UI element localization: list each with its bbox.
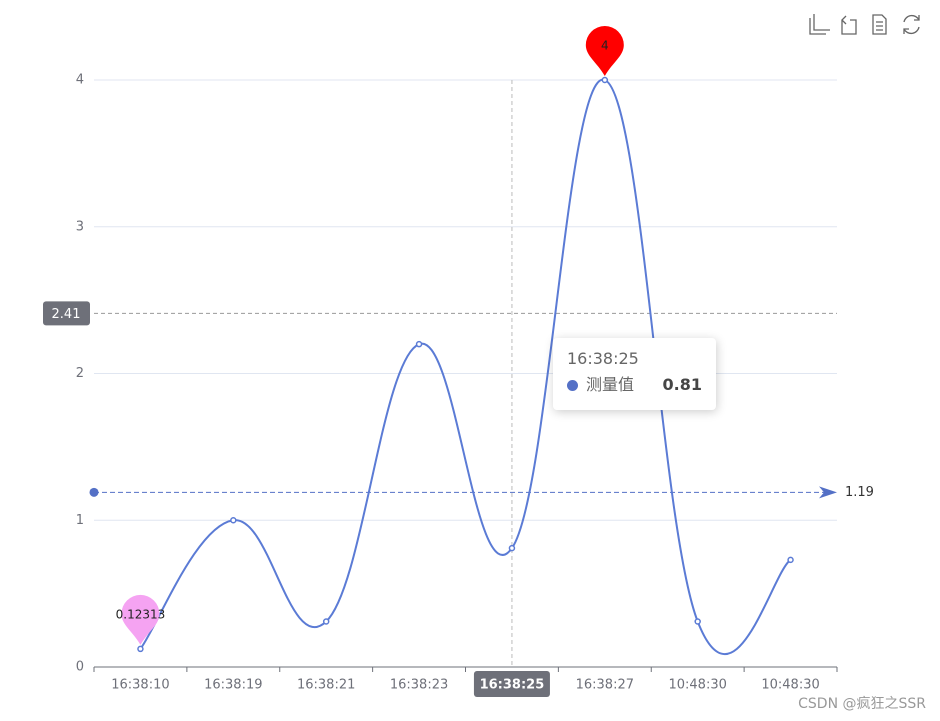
- average-arrow: [819, 486, 837, 499]
- tooltip: 16:38:25 测量值 0.81: [553, 338, 716, 410]
- line: [139, 78, 792, 656]
- average-label: 1.19: [845, 485, 874, 500]
- max-marker: [585, 26, 624, 76]
- x-tick-label: 16:38:25: [480, 678, 545, 693]
- zoom-icon[interactable]: [809, 14, 830, 35]
- watermark: CSDN @疯狂之SSR: [798, 696, 926, 712]
- x-tick-label: 16:38:19: [204, 678, 262, 693]
- point: [322, 618, 330, 625]
- point: [508, 544, 516, 552]
- y-tick-label: 3: [76, 219, 84, 234]
- min-marker: [121, 594, 160, 645]
- x-tick-label: 16:38:10: [111, 678, 169, 693]
- tooltip-value: 0.81: [662, 375, 702, 394]
- axis-pointer-y-label: 2.41: [52, 307, 81, 322]
- restore-icon[interactable]: [903, 14, 920, 35]
- axis-pointer-y-box: [43, 301, 90, 326]
- y-tick-label: 2: [76, 366, 84, 381]
- point: [694, 618, 701, 625]
- min-marker-label: 0.12313: [116, 607, 166, 621]
- point: [601, 76, 609, 84]
- tooltip-title: 16:38:25: [567, 349, 639, 368]
- point: [787, 556, 794, 564]
- y-tick-label: 0: [76, 660, 84, 675]
- back-icon[interactable]: [841, 15, 857, 35]
- y-tick-label: 4: [76, 73, 84, 88]
- point: [230, 517, 237, 524]
- x-tick-label: 10:48:30: [761, 678, 819, 693]
- max-marker-label: 4: [601, 39, 609, 53]
- tooltip-dot: [567, 379, 578, 391]
- x-tick-label: 16:38:27: [576, 678, 634, 693]
- toolbox[interactable]: [809, 14, 920, 35]
- axis-pointer-x-box: [473, 671, 550, 697]
- x-tick-label: 16:38:23: [390, 678, 448, 693]
- x-tick-label: 10:48:30: [668, 678, 726, 693]
- point: [137, 645, 144, 653]
- point: [415, 340, 423, 348]
- x-tick-label: 16:38:21: [297, 678, 355, 693]
- data-view-icon[interactable]: [872, 14, 887, 35]
- tooltip-series: 测量值: [586, 375, 635, 394]
- y-tick-label: 1: [76, 513, 84, 528]
